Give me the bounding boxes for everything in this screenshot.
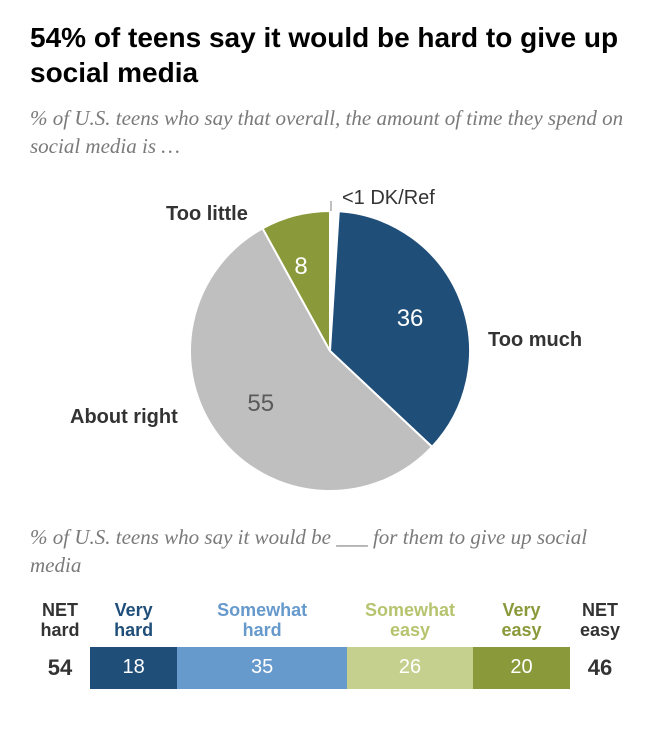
bar-value-row: 541835262046 [30,647,630,689]
pie-label: Too little [166,203,248,226]
stacked-bar-chart: NEThardVeryhardSomewhathardSomewhateasyV… [30,601,630,689]
pie-svg [180,201,480,501]
bar-segment: 20 [473,647,570,689]
bar-net-value: 54 [30,655,90,681]
bar-header-label: Veryhard [90,601,177,641]
subtitle-1: % of U.S. teens who say that overall, th… [30,104,630,161]
pie-label: Too much [488,329,582,352]
bar-header-label: NETeasy [570,601,630,641]
subtitle-2: % of U.S. teens who say it would be ___ … [30,523,630,580]
bar-segment: 26 [347,647,473,689]
pie-label: About right [70,406,178,429]
pie-chart: <1 DK/Ref 36 Too much 55 About right 8 Too lit… [30,171,630,511]
pie-label: <1 DK/Ref [342,187,435,210]
pie-value: 36 [397,305,424,333]
bar-segment: 35 [177,647,347,689]
pie-value: 55 [247,390,274,418]
bar-header-label: Somewhateasy [347,601,473,641]
pie-value: 8 [294,253,307,281]
bar-header-label: Veryeasy [473,601,570,641]
bar-net-value: 46 [570,655,630,681]
bar-header-label: NEThard [30,601,90,641]
bar-header-label: Somewhathard [177,601,347,641]
page-title: 54% of teens say it would be hard to giv… [30,20,630,90]
bar-segment: 18 [90,647,177,689]
bar-header-row: NEThardVeryhardSomewhathardSomewhateasyV… [30,601,630,641]
